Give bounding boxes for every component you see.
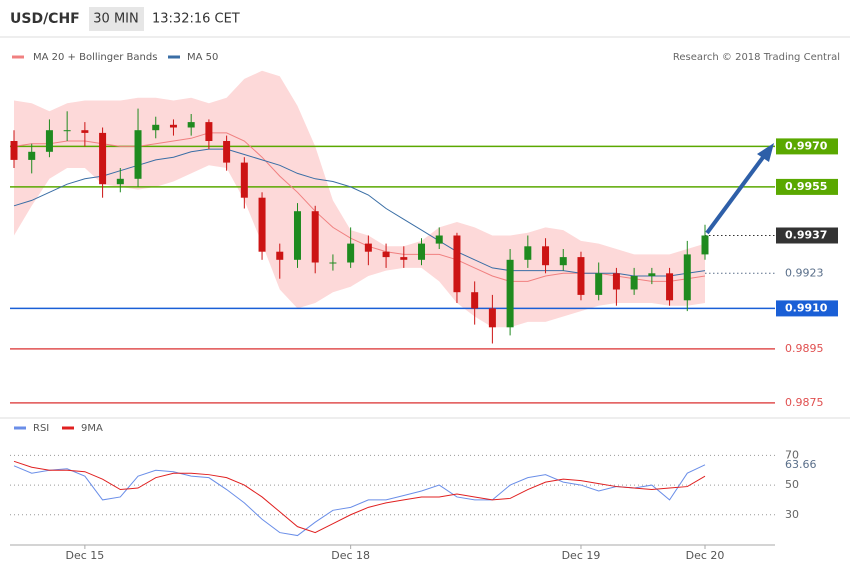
candle-body xyxy=(364,243,372,252)
x-tick-label: Dec 20 xyxy=(686,549,725,562)
candle-body xyxy=(701,235,709,255)
candle-body xyxy=(559,257,567,266)
candle-body xyxy=(134,130,142,179)
legend-label: MA 50 xyxy=(187,52,218,63)
candle-body xyxy=(418,243,426,260)
candle-body xyxy=(240,162,248,198)
candle-body xyxy=(187,122,195,128)
level-label: 0.9923 xyxy=(785,266,824,279)
candle-body xyxy=(28,151,36,160)
x-tick-label: Dec 15 xyxy=(65,549,104,562)
y-tick-label: 30 xyxy=(785,508,799,521)
rsi-line xyxy=(13,460,706,534)
candle-body xyxy=(400,257,408,260)
level-box xyxy=(776,227,838,244)
level-label: 0.9970 xyxy=(785,139,828,152)
level-label: 0.9875 xyxy=(785,396,824,409)
candle-body xyxy=(595,273,603,295)
candle-body xyxy=(152,124,160,131)
candle-body xyxy=(630,276,638,290)
rsi-line xyxy=(13,464,706,537)
candle-body xyxy=(612,273,620,290)
candle-body xyxy=(258,197,266,252)
candle-body xyxy=(329,262,337,264)
candle-body xyxy=(471,292,479,309)
x-tick-label: Dec 18 xyxy=(331,549,370,562)
arrow-head xyxy=(757,143,774,162)
interval-box xyxy=(89,7,144,31)
candle-body xyxy=(382,251,390,258)
candle-body xyxy=(116,178,124,185)
candle-body xyxy=(577,257,585,295)
candle-body xyxy=(63,130,71,132)
bollinger-band xyxy=(14,70,705,328)
ma-line xyxy=(13,148,706,277)
candle-body xyxy=(293,211,301,260)
y-tick-label: 50 xyxy=(785,478,799,491)
legend-label: RSI xyxy=(33,423,49,434)
candle-body xyxy=(81,130,89,133)
candle-body xyxy=(169,124,177,128)
x-tick-label: Dec 19 xyxy=(562,549,601,562)
level-label: 0.9895 xyxy=(785,342,824,355)
candle-body xyxy=(524,246,532,260)
level-label: 0.9937 xyxy=(785,229,827,242)
candle-body xyxy=(10,141,18,160)
y-tick-label: 70 xyxy=(785,448,799,461)
candle-body xyxy=(311,211,319,263)
candle-body xyxy=(45,130,53,152)
level-box xyxy=(776,300,838,317)
candle-body xyxy=(666,273,674,301)
legend-label: 9MA xyxy=(81,423,103,434)
source: Research © 2018 Trading Central xyxy=(673,52,840,63)
candle-body xyxy=(276,251,284,260)
projection-arrow xyxy=(705,154,766,235)
level-box xyxy=(776,178,838,195)
candle-body xyxy=(223,141,231,163)
rsi-current: 63.66 xyxy=(785,458,817,471)
level-box xyxy=(776,138,838,155)
level-label: 0.9955 xyxy=(785,180,827,193)
candle-body xyxy=(99,132,107,185)
level-label: 0.9910 xyxy=(785,301,828,314)
symbol: USD/CHF xyxy=(10,11,80,27)
candle-body xyxy=(488,308,496,328)
interval: 30 MIN xyxy=(93,12,138,27)
candle-body xyxy=(435,235,443,244)
time: 13:32:16 CET xyxy=(152,12,240,27)
candle-body xyxy=(205,122,213,141)
candle-body xyxy=(683,254,691,301)
candle-body xyxy=(506,259,514,328)
candle-body xyxy=(453,235,461,293)
candle-body xyxy=(542,246,550,266)
candle-body xyxy=(347,243,355,263)
legend-label: MA 20 + Bollinger Bands xyxy=(33,52,157,63)
candle-body xyxy=(648,273,656,276)
